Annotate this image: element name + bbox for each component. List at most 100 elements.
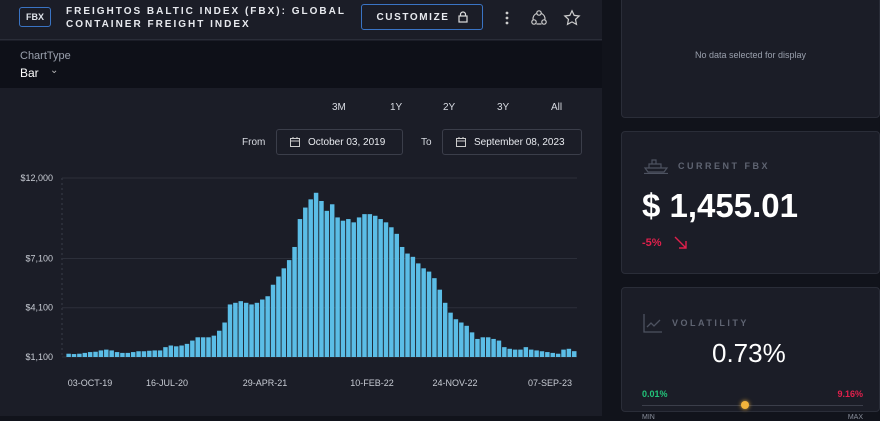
bar[interactable] <box>539 351 545 357</box>
bar[interactable] <box>292 246 297 357</box>
bar[interactable] <box>405 253 410 357</box>
bar[interactable] <box>152 350 157 357</box>
bar[interactable] <box>157 350 163 357</box>
bar[interactable] <box>195 337 200 357</box>
bar[interactable] <box>410 256 416 357</box>
bar[interactable] <box>475 338 480 357</box>
bar[interactable] <box>71 354 77 357</box>
bar[interactable] <box>459 322 464 357</box>
bar[interactable] <box>319 200 324 357</box>
bar[interactable] <box>179 345 184 357</box>
range-3m[interactable]: 3M <box>332 102 346 113</box>
bar[interactable] <box>416 263 421 357</box>
star-icon[interactable] <box>562 8 582 28</box>
bar[interactable] <box>227 304 233 357</box>
bar[interactable] <box>276 276 281 357</box>
bar[interactable] <box>378 219 383 357</box>
bar[interactable] <box>329 204 335 357</box>
bar[interactable] <box>512 349 518 357</box>
bar[interactable] <box>480 337 486 357</box>
bar[interactable] <box>270 284 276 357</box>
more-vertical-icon[interactable] <box>497 8 517 28</box>
bar[interactable] <box>469 332 475 357</box>
range-1y[interactable]: 1Y <box>390 102 403 113</box>
bar[interactable] <box>491 338 496 357</box>
bar[interactable] <box>507 348 512 357</box>
bar[interactable] <box>254 302 260 357</box>
bar[interactable] <box>222 322 227 357</box>
bar[interactable] <box>206 337 211 357</box>
bar[interactable] <box>147 350 152 357</box>
bar[interactable] <box>453 319 459 357</box>
bar[interactable] <box>297 219 303 357</box>
customize-button[interactable]: CUSTOMIZE <box>361 4 483 30</box>
bar[interactable] <box>572 351 577 357</box>
bar[interactable] <box>389 227 394 357</box>
bar[interactable] <box>120 352 125 357</box>
bar[interactable] <box>448 312 453 357</box>
chevron-down-icon[interactable]: ⌄ <box>50 65 59 76</box>
bar[interactable] <box>356 217 362 357</box>
bar[interactable] <box>66 353 71 357</box>
bar[interactable] <box>523 347 529 357</box>
bar[interactable] <box>249 304 254 357</box>
bar[interactable] <box>313 192 319 357</box>
bar[interactable] <box>561 349 566 357</box>
bar[interactable] <box>184 343 190 357</box>
bar[interactable] <box>233 302 238 357</box>
bar[interactable] <box>442 302 448 357</box>
bar[interactable] <box>211 335 217 357</box>
bar[interactable] <box>335 217 340 357</box>
bar[interactable] <box>168 345 174 357</box>
bar[interactable] <box>260 299 265 357</box>
bar[interactable] <box>399 246 405 357</box>
bar[interactable] <box>545 352 550 357</box>
range-2y[interactable]: 2Y <box>443 102 456 113</box>
share-network-icon[interactable] <box>529 8 549 28</box>
bar[interactable] <box>303 207 308 357</box>
bar[interactable] <box>362 214 367 357</box>
bar[interactable] <box>93 351 98 357</box>
bar[interactable] <box>346 219 351 357</box>
bar[interactable] <box>351 222 356 357</box>
bar[interactable] <box>286 260 292 357</box>
bar[interactable] <box>136 351 141 357</box>
bar[interactable] <box>437 289 443 357</box>
bar[interactable] <box>104 349 109 357</box>
bar[interactable] <box>367 214 373 357</box>
bar[interactable] <box>265 296 270 357</box>
chart-type-select[interactable]: Bar <box>20 66 39 80</box>
bar[interactable] <box>163 347 168 357</box>
bar[interactable] <box>485 337 491 357</box>
bar[interactable] <box>550 352 555 357</box>
bar[interactable] <box>432 278 437 357</box>
bar[interactable] <box>173 346 179 357</box>
bar[interactable] <box>373 215 378 357</box>
range-3y[interactable]: 3Y <box>497 102 510 113</box>
bar[interactable] <box>394 233 399 357</box>
bar[interactable] <box>200 337 206 357</box>
bar[interactable] <box>555 353 561 357</box>
bar[interactable] <box>98 350 104 357</box>
bar[interactable] <box>109 350 114 357</box>
bar[interactable] <box>82 352 88 357</box>
bar[interactable] <box>502 347 507 357</box>
bar[interactable] <box>141 351 147 357</box>
bar[interactable] <box>421 268 426 357</box>
bar[interactable] <box>243 302 249 357</box>
bar[interactable] <box>383 222 389 357</box>
bar[interactable] <box>114 352 120 357</box>
from-date-input[interactable]: October 03, 2019 <box>276 129 403 155</box>
bar[interactable] <box>308 199 313 357</box>
bar[interactable] <box>324 210 330 357</box>
bar[interactable] <box>130 352 136 357</box>
to-date-input[interactable]: September 08, 2023 <box>442 129 582 155</box>
bar[interactable] <box>340 220 346 357</box>
bar[interactable] <box>190 340 195 357</box>
bar[interactable] <box>238 301 244 357</box>
bar[interactable] <box>528 349 534 357</box>
bar[interactable] <box>518 349 523 357</box>
bar[interactable] <box>464 325 469 357</box>
bar[interactable] <box>217 330 222 357</box>
bar[interactable] <box>496 340 502 357</box>
